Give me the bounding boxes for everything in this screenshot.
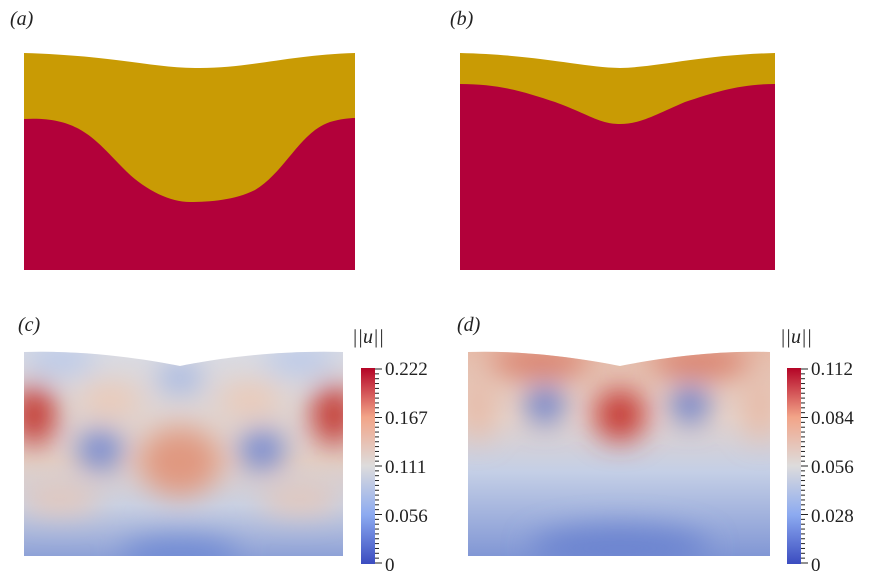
colorbar-d-tick-2: 0.056	[811, 457, 854, 478]
colorbar-d-tick-0: 0.112	[811, 359, 854, 380]
panel-label-c: (c)	[18, 314, 41, 336]
colorbar-c-tick-0: 0.222	[385, 359, 428, 380]
panel-label-d: (d)	[457, 314, 481, 336]
colorbar-c-tick-3: 0.056	[385, 506, 428, 527]
colorbar-c-tick-4: 0	[385, 555, 395, 576]
panel-label-a: (a)	[10, 8, 34, 30]
panel-label-b: (b)	[450, 8, 474, 30]
colorbar-d-tick-4: 0	[811, 555, 821, 576]
colorbar-d-tick-3: 0.028	[811, 506, 854, 527]
panel-b-bottom-fluid	[460, 84, 775, 270]
colorbar-d-title: ||u||	[780, 326, 812, 348]
colorbar-c-tick-2: 0.111	[385, 457, 427, 478]
colorbar-c-title: ||u||	[352, 326, 384, 348]
panel-a-bottom-fluid	[24, 118, 355, 270]
colorbar-d-tick-1: 0.084	[811, 408, 854, 429]
colorbar-c-ticks	[375, 368, 382, 564]
colorbar-d-ticks	[801, 368, 808, 564]
colorbar-c-tick-1: 0.167	[385, 408, 428, 429]
